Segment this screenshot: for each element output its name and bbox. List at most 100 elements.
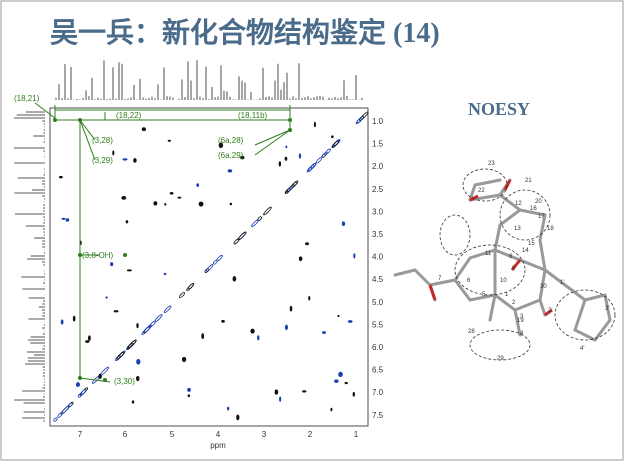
cross-peak [73, 316, 76, 322]
cross-peak-label: (3,30) [114, 377, 135, 386]
y-tick-label: 2.0 [372, 162, 384, 171]
atom-label: 14 [522, 248, 529, 254]
y-tick-label: 7.5 [372, 411, 384, 420]
cross-peak [61, 319, 64, 324]
cross-peak [299, 256, 303, 261]
y-tick-label: 3.0 [372, 207, 384, 216]
cross-peak [121, 196, 126, 200]
cross-peak [136, 323, 138, 328]
x-tick-label: 2 [308, 430, 313, 439]
cross-peak [127, 269, 132, 271]
cross-peak [330, 408, 332, 412]
atom-label: 10 [500, 278, 507, 284]
cross-peak [337, 315, 339, 317]
cross-peak [302, 390, 306, 392]
cross-peak [136, 376, 139, 381]
atom-label: 16 [530, 206, 537, 212]
atom-label: 19 [517, 318, 524, 324]
cross-peak [338, 372, 343, 377]
atom-label: 4' [580, 346, 584, 352]
cross-peak-label: (3,8-OH) [82, 251, 113, 260]
atom-label: 12 [515, 201, 522, 207]
cross-peak-label: (6a,28) [218, 136, 244, 145]
atom-label: 17 [538, 214, 545, 220]
atom-label: 29 [497, 356, 504, 362]
correlation-point [53, 118, 57, 122]
x-tick-label: 3 [262, 430, 267, 439]
cross-peak [221, 320, 225, 323]
cross-peak [308, 296, 310, 300]
x-tick-label: 6 [123, 430, 128, 439]
cross-peak [126, 220, 129, 223]
slide-title: 吴一兵：新化合物结构鉴定 (14) [50, 16, 440, 49]
cross-peak [275, 389, 279, 394]
cross-peak [187, 388, 191, 392]
x-axis-label: ppm [210, 441, 226, 450]
slide: 吴一兵：新化合物结构鉴定 (14) NOESY (18,21) (18,22) (1… [0, 0, 624, 461]
correlation-point [78, 118, 82, 122]
atom-label: 30 [540, 284, 547, 290]
cross-peak [250, 329, 254, 334]
x-tick-label: 1 [354, 430, 359, 439]
correlation-point [123, 253, 127, 257]
cross-peak [114, 310, 119, 312]
y-tick-label: 7.0 [372, 388, 384, 397]
cross-peak [112, 150, 114, 155]
structure-title: NOESY [468, 99, 530, 119]
cross-peak [98, 374, 102, 379]
y-tick-label: 1.5 [372, 140, 384, 149]
correlation-point [288, 118, 292, 122]
x-tick-label: 5 [170, 430, 175, 439]
cross-peak [123, 158, 128, 160]
cross-peak [279, 397, 281, 402]
cross-peak [228, 169, 233, 172]
cross-peak [299, 153, 301, 158]
cross-peak [110, 262, 113, 266]
y-tick-label: 2.5 [372, 185, 384, 194]
cross-peak [199, 202, 204, 207]
cross-peak [132, 400, 134, 403]
atom-label: 22 [478, 188, 485, 194]
atom-label: 23 [488, 161, 495, 167]
cross-peak-label: (18,21) [14, 94, 40, 103]
cross-peak [59, 176, 63, 178]
cross-peak [133, 158, 136, 163]
cross-peak [334, 379, 338, 383]
y-tick-label: 5.5 [372, 320, 384, 329]
correlation-point [103, 378, 107, 382]
y-tick-label: 3.5 [372, 230, 384, 239]
cross-peak [178, 197, 182, 199]
cross-peak [85, 340, 89, 343]
cross-peak [88, 335, 91, 341]
cross-peak-label: (3,29) [92, 156, 113, 165]
cross-peak [353, 392, 355, 397]
atom-label: 20 [535, 199, 542, 205]
cross-peak [196, 183, 199, 187]
cross-peak [322, 331, 326, 334]
cross-peak [257, 335, 259, 340]
cross-peak [182, 357, 186, 362]
atom-label: 28 [468, 329, 475, 335]
x-tick-label: 7 [78, 430, 83, 439]
cross-peak [290, 306, 293, 312]
atom-label: 11 [485, 251, 492, 257]
cross-peak-label: (6a,29) [218, 151, 244, 160]
cross-peak [168, 140, 171, 142]
x-tick-label: 4 [216, 430, 221, 439]
cross-peak [236, 415, 239, 421]
cross-peak [153, 201, 157, 205]
cross-peak [230, 203, 232, 206]
cross-peak [285, 325, 288, 331]
cross-peak [285, 157, 288, 161]
cross-peak-label: (18,11b) [238, 111, 268, 120]
atom-label: 15 [528, 241, 535, 247]
correlation-point [78, 376, 82, 380]
cross-peak-label: (18,22) [116, 111, 142, 120]
cross-peak [61, 218, 65, 220]
cross-peak [201, 333, 204, 339]
cross-peak [164, 203, 166, 205]
cross-peak [188, 394, 191, 397]
atom-label: 3' [605, 306, 609, 312]
correlation-point [288, 128, 292, 132]
cross-peak [66, 218, 70, 221]
